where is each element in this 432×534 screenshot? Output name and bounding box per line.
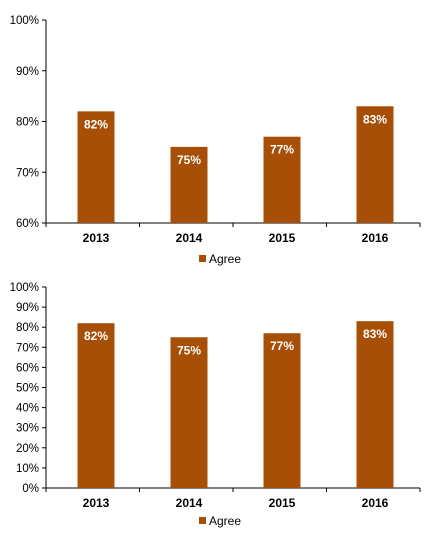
bar-2016 [356, 106, 394, 223]
x-tick-label-2015: 2015 [269, 496, 296, 510]
bar-2016 [356, 321, 394, 488]
data-label-2016: 83% [363, 112, 387, 126]
bar-2013 [77, 111, 115, 223]
data-label-2016: 83% [363, 327, 387, 341]
y-tick-label: 70% [16, 342, 39, 354]
legend-label: Agree [209, 514, 241, 528]
bar-2015 [263, 136, 301, 223]
y-tick-label: 70% [16, 167, 39, 179]
bar-2013 [77, 323, 115, 488]
x-tick-label-2014: 2014 [176, 231, 203, 245]
y-tick-label: 60% [16, 362, 39, 374]
x-tick-label-2013: 2013 [83, 496, 110, 510]
legend-swatch [199, 255, 206, 262]
legend-swatch [199, 517, 206, 524]
y-tick-label: 80% [16, 117, 39, 129]
bar-2015 [263, 333, 301, 488]
legend-label: Agree [209, 252, 241, 266]
y-tick-label: 100% [10, 15, 39, 27]
y-tick-label: 10% [16, 463, 39, 475]
y-tick-label: 30% [16, 423, 39, 435]
legend: Agree [199, 252, 241, 266]
y-tick-label: 90% [16, 66, 39, 78]
y-tick-label: 0% [22, 483, 39, 495]
x-tick-label-2015: 2015 [269, 231, 296, 245]
x-tick-label-2016: 2016 [362, 496, 389, 510]
y-tick-label: 50% [16, 383, 39, 395]
data-label-2015: 77% [270, 339, 294, 353]
data-label-2014: 75% [177, 343, 201, 357]
x-tick-label-2014: 2014 [176, 496, 203, 510]
data-label-2013: 82% [84, 117, 108, 131]
legend: Agree [199, 514, 241, 528]
x-tick-label-2013: 2013 [83, 231, 110, 245]
y-tick-label: 90% [16, 302, 39, 314]
data-label-2015: 77% [270, 143, 294, 157]
y-tick-label: 40% [16, 403, 39, 415]
y-tick-label: 100% [10, 282, 39, 294]
y-tick-label: 60% [16, 218, 39, 230]
chart-1: 60% 70% 80% 90% 100% 82% 2013 75% 2014 77% 2015 83%… [10, 15, 421, 266]
data-label-2014: 75% [177, 153, 201, 167]
y-tick-label: 20% [16, 443, 39, 455]
bar-2014 [170, 337, 208, 488]
data-label-2013: 82% [84, 329, 108, 343]
bar-2014 [170, 146, 208, 223]
chart-2: 0% 10% 20% 30% 40% 50% 60% 70% 80% 90% 100% 82% 2013… [10, 282, 421, 528]
y-tick-label: 80% [16, 322, 39, 334]
x-tick-label-2016: 2016 [362, 231, 389, 245]
